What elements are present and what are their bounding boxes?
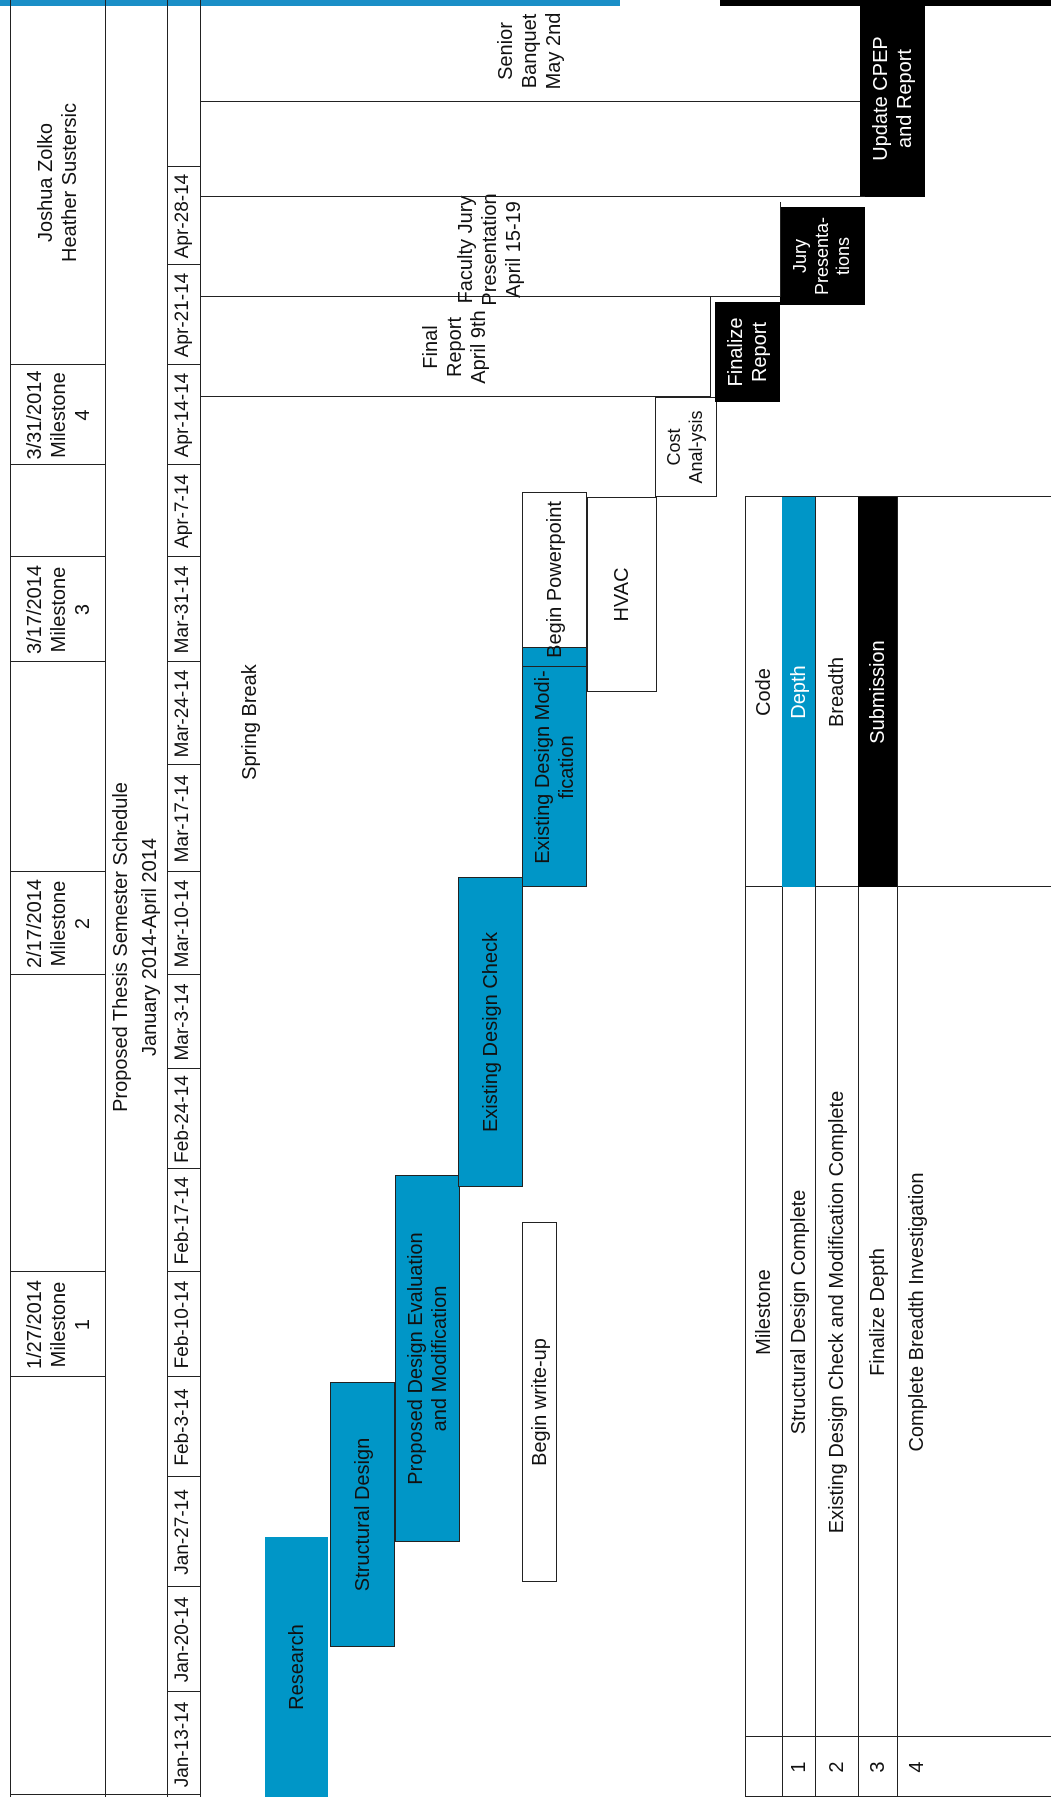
legend-row-milestone: Structural Design Complete [787, 1189, 810, 1435]
faculty-jury-note: Faculty Jury Presentation April 15-19 [455, 193, 525, 306]
senior-banquet-note: Senior Banquet May 2nd [495, 12, 565, 90]
week-label: Feb-10-14 [172, 1280, 194, 1369]
week-label: Apr-7-14 [172, 474, 194, 548]
week-label: Apr-14-14 [172, 372, 194, 458]
legend-row-milestone: Existing Design Check and Modification C… [825, 1090, 848, 1534]
task-bar-begin-powerpoint: Begin Powerpoint [522, 492, 587, 667]
task-bar-existing-check: Existing Design Check [458, 877, 523, 1187]
milestone-header-2: 2/17/2014 Milestone 2 [14, 872, 104, 975]
legend-code-submission: Submission [858, 497, 897, 887]
week-label: Jan-27-14 [172, 1489, 194, 1575]
task-bar-finalize-report: Finalize Report [715, 302, 780, 402]
legend-code-depth: Depth [782, 497, 815, 887]
milestone-label: Milestone [48, 880, 70, 967]
task-bar-proposed-design: Proposed Design Evaluation and Modificat… [395, 1175, 460, 1542]
task-bar-structural-design: Structural Design [330, 1382, 395, 1647]
student-name: Joshua Zolko [34, 123, 57, 242]
week-label: Feb-3-14 [172, 1388, 194, 1466]
task-bar-update-cpep: Update CPEP and Report [860, 0, 925, 197]
week-label: Mar-10-14 [172, 879, 194, 968]
student-name: Heather Sustersic [58, 103, 81, 262]
task-bar-jury-presentations: Jury Presenta-tions [780, 207, 865, 305]
task-bar-cost-analysis: Cost Anal-ysis [655, 397, 717, 497]
grid-line [780, 202, 781, 297]
spring-break-note: Spring Break [239, 664, 261, 780]
legend-code-breadth: Breadth [825, 656, 848, 728]
week-label: Jan-20-14 [172, 1596, 194, 1683]
milestone-number: 2 [72, 917, 94, 930]
task-bar-existing-modification: Existing Design Modi-fication [522, 647, 587, 887]
milestone-number: 4 [72, 409, 94, 421]
week-label: Jan-13-14 [172, 1701, 194, 1788]
milestone-date: 1/27/2014 [24, 1280, 46, 1369]
legend-row-number: 1 [787, 1761, 810, 1773]
milestone-header-4: 3/31/2014 Milestone 4 [14, 365, 104, 465]
student-names: Joshua Zolko Heather Sustersic [10, 0, 105, 365]
milestone-date: 3/17/2014 [24, 565, 46, 654]
legend-header-milestone: Milestone [752, 1269, 775, 1355]
final-report-note: Final Report April 9th [420, 310, 490, 384]
milestone-label: Milestone [48, 1281, 70, 1368]
legend-row-milestone: Complete Breadth Investigation [905, 1172, 928, 1452]
milestone-number: 3 [72, 603, 94, 616]
legend-row-number: 3 [866, 1761, 889, 1773]
week-label: Feb-24-14 [172, 1075, 194, 1163]
milestone-label: Milestone [48, 566, 70, 653]
milestone-number: 1 [72, 1318, 94, 1331]
task-bar-begin-writeup: Begin write-up [522, 1222, 557, 1582]
legend-row-milestone: Finalize Depth [866, 1248, 889, 1376]
task-bar-hvac: HVAC [587, 497, 657, 692]
milestone-header-3: 3/17/2014 Milestone 3 [14, 557, 104, 662]
legend-header-code: Code [752, 668, 775, 716]
grid-line [710, 297, 711, 397]
milestone-label: Milestone [48, 372, 70, 458]
page-title: Proposed Thesis Semester Schedule [110, 782, 132, 1112]
week-label: Mar-3-14 [172, 983, 194, 1061]
milestone-date: 2/17/2014 [24, 879, 46, 968]
page-subtitle: January 2014-April 2014 [139, 838, 161, 1056]
milestone-date: 3/31/2014 [24, 370, 46, 460]
week-label: Apr-21-14 [172, 272, 194, 358]
top-accent-bar [0, 0, 620, 6]
week-label: Feb-17-14 [172, 1176, 194, 1265]
legend-row-number: 4 [905, 1761, 928, 1773]
task-bar-research: Research [265, 1537, 328, 1797]
milestone-header-1: 1/27/2014 Milestone 1 [14, 1272, 104, 1377]
legend-row-number: 2 [825, 1761, 848, 1773]
grid-line [200, 196, 865, 197]
week-label: Apr-28-14 [172, 173, 194, 259]
